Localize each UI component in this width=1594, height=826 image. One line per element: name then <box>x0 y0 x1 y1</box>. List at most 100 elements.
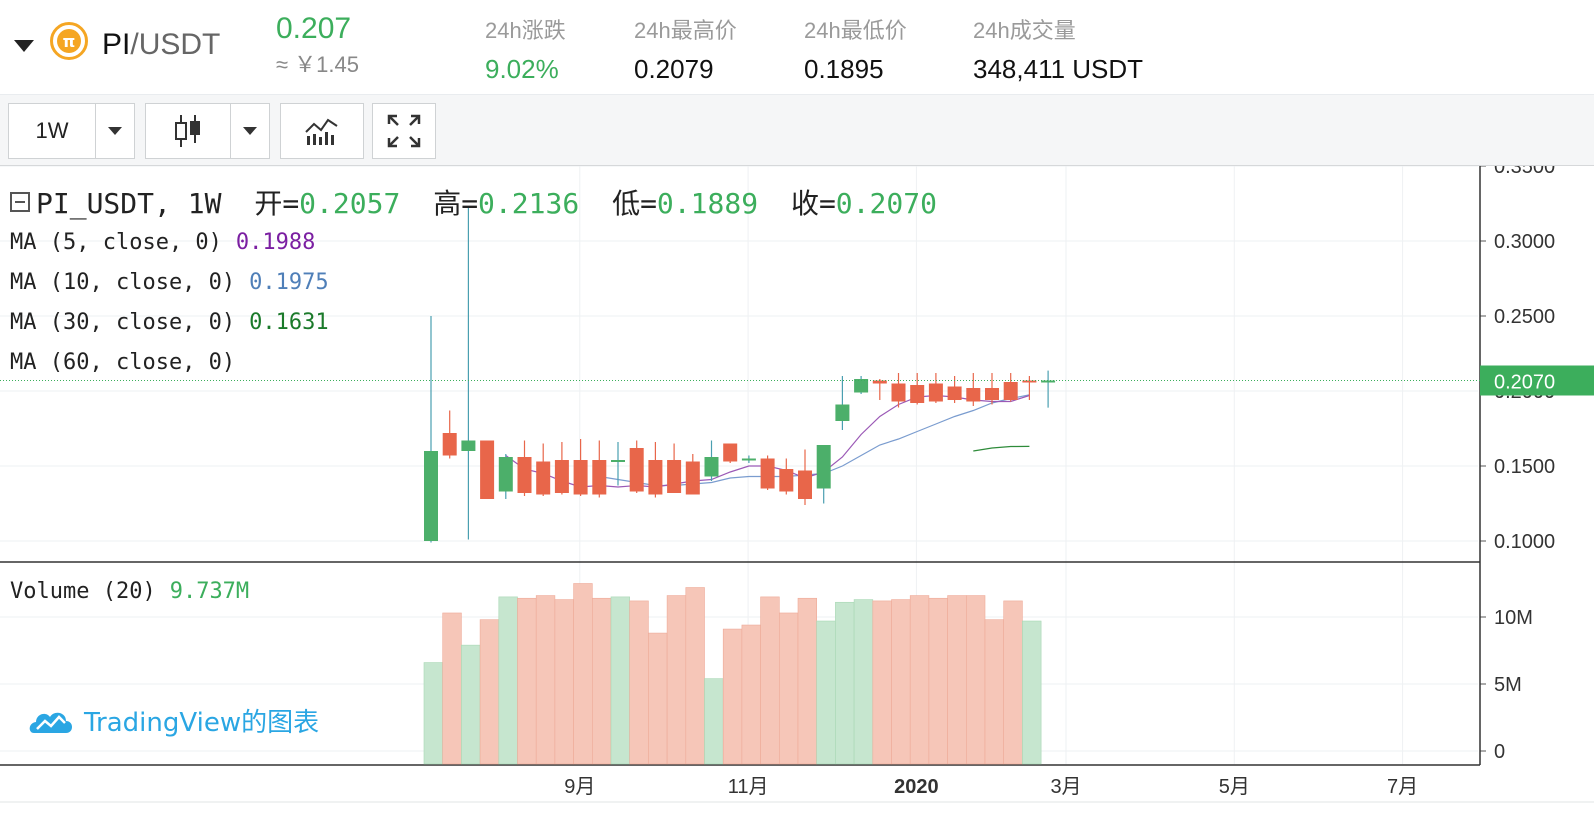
candle-body[interactable] <box>910 385 925 403</box>
fullscreen-button[interactable] <box>372 103 436 159</box>
volume-bar[interactable] <box>610 596 631 765</box>
interval-dropdown-button[interactable] <box>95 103 135 159</box>
candle-body[interactable] <box>798 470 812 500</box>
candle-body[interactable] <box>498 457 513 492</box>
candle-body[interactable] <box>947 386 962 401</box>
candle-body[interactable] <box>854 379 869 393</box>
candle-body[interactable] <box>779 469 794 492</box>
volume-bar[interactable] <box>984 619 1005 765</box>
volume-bar[interactable] <box>423 662 444 765</box>
candle-body[interactable] <box>1041 380 1056 383</box>
candle-body[interactable] <box>442 433 457 456</box>
pair-base: PI <box>102 28 131 61</box>
volume-bar[interactable] <box>629 600 649 765</box>
candle-body[interactable] <box>573 460 588 495</box>
ma5-legend[interactable]: MA (5, close, 0) 0.1988 <box>10 230 315 256</box>
volume-bar[interactable] <box>704 678 724 765</box>
volume-bar[interactable] <box>928 597 948 765</box>
volume-tick-label: 5M <box>1494 674 1522 696</box>
volume-bar[interactable] <box>517 597 537 765</box>
volume-bar[interactable] <box>479 619 500 765</box>
candle-body[interactable] <box>760 458 775 489</box>
candle-body[interactable] <box>629 448 644 492</box>
volume-bar[interactable] <box>853 599 874 765</box>
trading-pair[interactable]: PI/USDT <box>102 28 220 62</box>
volume-label: Volume (20) <box>10 579 156 604</box>
volume-bar[interactable] <box>1003 600 1023 765</box>
volume-bar[interactable] <box>685 587 705 765</box>
ma30-legend[interactable]: MA (30, close, 0) 0.1631 <box>10 310 329 336</box>
candle-body[interactable] <box>536 461 551 495</box>
legend-interval: 1W <box>187 187 222 220</box>
candle-body[interactable] <box>1022 380 1037 383</box>
stat-value: 348,411 USDT <box>973 54 1144 84</box>
candle-body[interactable] <box>592 460 607 495</box>
volume-bar[interactable] <box>872 600 892 765</box>
interval-button[interactable]: 1W <box>8 103 96 159</box>
volume-bar[interactable] <box>722 628 743 765</box>
volume-bar[interactable] <box>797 597 818 765</box>
ma60-legend[interactable]: MA (60, close, 0) <box>10 350 249 376</box>
volume-bar[interactable] <box>891 599 911 765</box>
candle-body[interactable] <box>704 457 719 477</box>
volume-bar[interactable] <box>741 624 761 765</box>
ma10-legend[interactable]: MA (10, close, 0) 0.1975 <box>10 270 329 296</box>
candle-body[interactable] <box>1003 382 1018 400</box>
indicators-button[interactable] <box>280 103 364 159</box>
pi-symbol-icon: π <box>57 29 81 53</box>
volume-bar[interactable] <box>778 612 799 765</box>
volume-bar[interactable] <box>835 601 855 765</box>
candle-body[interactable] <box>985 388 999 400</box>
last-price-tag <box>1480 365 1594 396</box>
candle-body[interactable] <box>424 451 438 541</box>
volume-bar[interactable] <box>442 612 462 765</box>
volume-bar[interactable] <box>965 595 986 765</box>
chart-toolbar: 1W <box>0 95 1594 166</box>
volume-bar[interactable] <box>816 620 836 765</box>
volume-bar[interactable] <box>1022 620 1042 765</box>
candle-body[interactable] <box>648 460 663 495</box>
candle-body[interactable] <box>835 404 850 422</box>
candle-body[interactable] <box>723 443 738 462</box>
candle-body[interactable] <box>461 440 476 452</box>
candle-body[interactable] <box>611 460 625 462</box>
candle-body[interactable] <box>517 457 532 493</box>
volume-legend[interactable]: Volume (20) 9.737M <box>10 579 249 605</box>
pair-dropdown-caret-icon[interactable] <box>14 40 34 52</box>
price-chart[interactable]: 0.10000.15000.20000.25000.30000.350005M1… <box>0 166 1594 826</box>
volume-bar[interactable] <box>760 596 780 765</box>
chart-type-dropdown-button[interactable] <box>230 103 270 159</box>
stat-24h-volume: 24h成交量 348,411 USDT <box>973 18 1143 84</box>
stat-label: 24h成交量 <box>973 18 1076 43</box>
legend-high-label: 高= <box>433 187 479 220</box>
volume-bar[interactable] <box>648 632 668 765</box>
volume-bar[interactable] <box>535 595 556 765</box>
collapse-legend-icon[interactable] <box>10 192 30 212</box>
tradingview-watermark[interactable]: TradingView的图表 <box>28 702 319 739</box>
volume-bar[interactable] <box>573 583 593 765</box>
candle-body[interactable] <box>928 383 943 402</box>
volume-bar[interactable] <box>498 596 518 765</box>
chevron-down-icon <box>243 127 257 135</box>
candle-body[interactable] <box>480 440 495 500</box>
candle-body[interactable] <box>816 445 831 489</box>
price-tick-label: 0.3000 <box>1494 231 1555 253</box>
candle-body[interactable] <box>966 388 981 402</box>
chart-area[interactable]: 0.10000.15000.20000.25000.30000.350005M1… <box>0 166 1594 826</box>
candle-body[interactable] <box>891 383 906 402</box>
candle-body[interactable] <box>667 460 682 493</box>
ma-label: MA (5, close, 0) <box>10 230 222 255</box>
volume-bar[interactable] <box>666 595 687 765</box>
candle-body[interactable] <box>741 458 756 461</box>
candle-body[interactable] <box>685 461 700 495</box>
volume-bar[interactable] <box>909 595 930 765</box>
volume-bar[interactable] <box>461 644 481 765</box>
volume-bar[interactable] <box>591 597 612 765</box>
candle-body[interactable] <box>554 460 569 493</box>
candle-body[interactable] <box>872 380 887 384</box>
volume-bar[interactable] <box>554 599 574 765</box>
volume-bar[interactable] <box>947 595 967 765</box>
chevron-down-icon <box>108 127 122 135</box>
chart-type-button[interactable] <box>145 103 231 159</box>
market-header: π PI/USDT 0.207 ≈ ￥1.45 24h涨跌 9.02% 24h最… <box>0 0 1594 95</box>
